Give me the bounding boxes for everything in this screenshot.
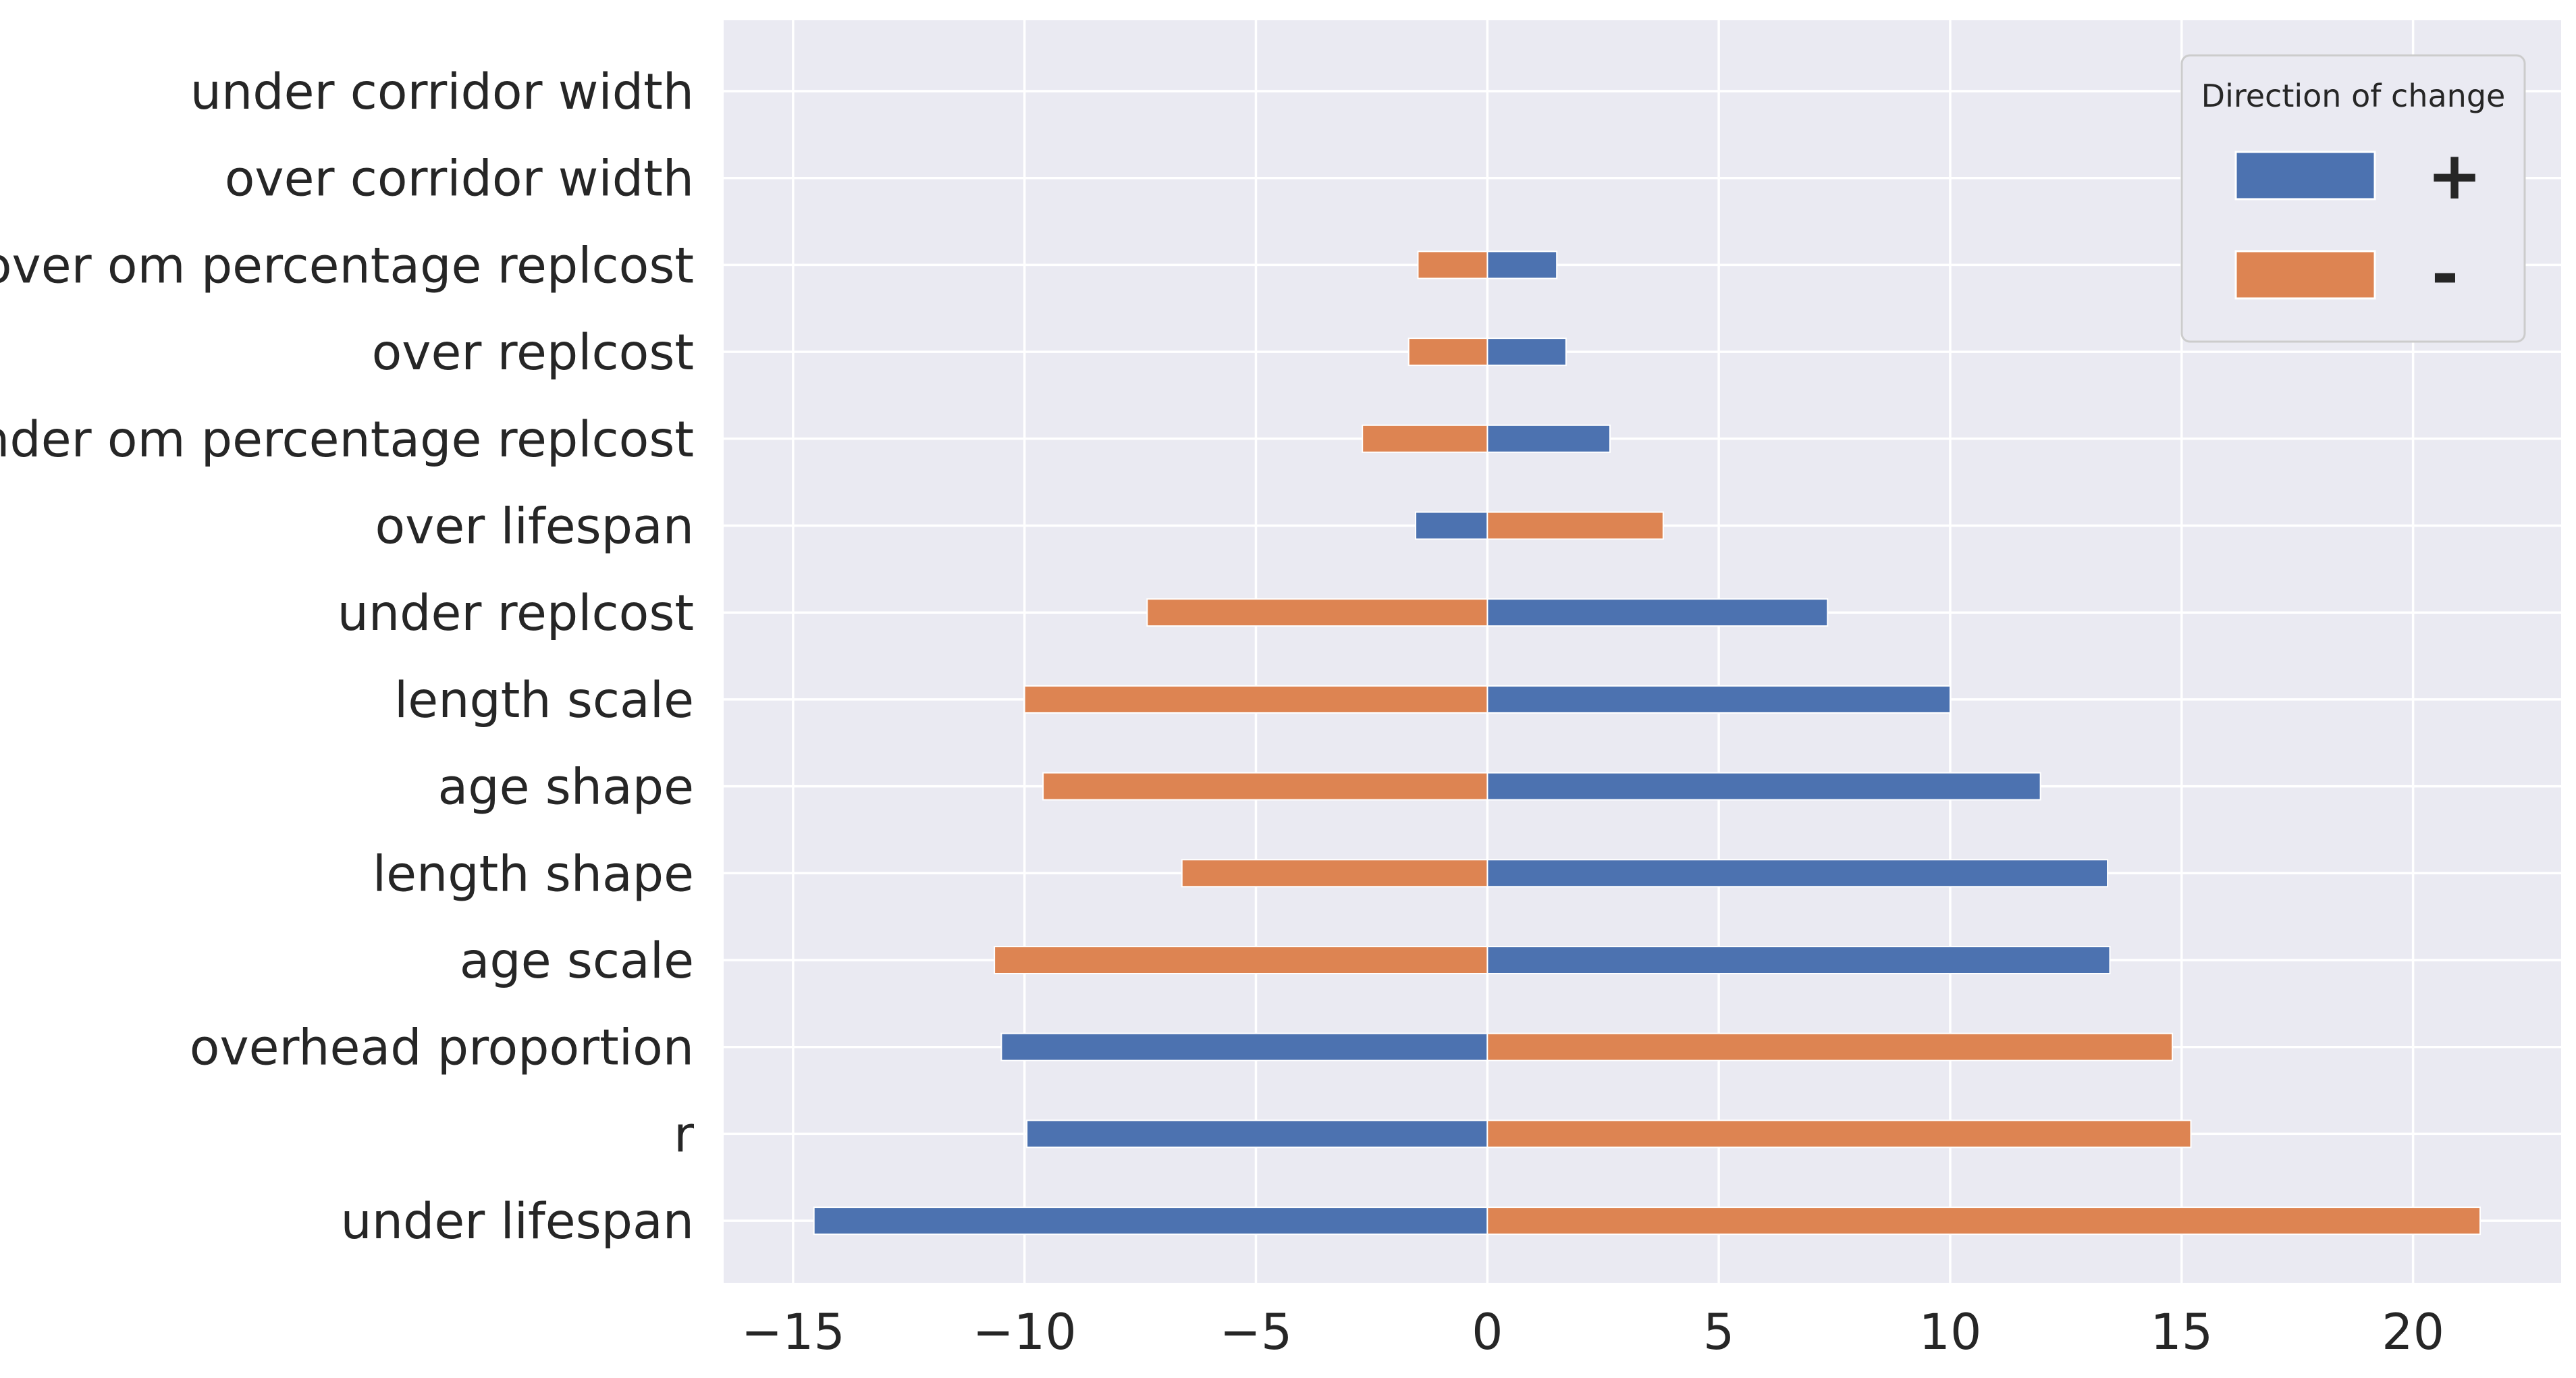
bar-minus (1486, 511, 1664, 540)
category-label: age scale (460, 932, 694, 990)
bar-minus (1362, 424, 1488, 453)
category-label: over corridor width (225, 151, 694, 208)
bar-plus (1000, 1032, 1488, 1061)
legend: Direction of change + - (2180, 54, 2526, 343)
category-label: age shape (438, 759, 694, 816)
category-label: under om percentage replcost (0, 411, 694, 469)
x-tick-labels: −15 −10 −5 0 5 10 15 20 (741, 1304, 2444, 1361)
category-label: over lifespan (375, 498, 694, 556)
category-label: over om percentage replcost (0, 237, 694, 294)
category-label: over replcost (372, 324, 694, 381)
category-label: length scale (394, 672, 694, 729)
legend-label-plus: + (2427, 138, 2482, 215)
legend-swatch-plus (2234, 151, 2376, 201)
bar-plus (1415, 511, 1488, 540)
category-labels: under corridor width over corridor width o… (0, 63, 695, 1250)
category-label: under lifespan (340, 1193, 694, 1250)
bar-minus (1486, 1032, 2174, 1061)
x-tick-label: 5 (1703, 1304, 1734, 1361)
bar-plus (1486, 250, 1558, 280)
bar-plus (1486, 946, 2111, 974)
bar-minus (1407, 338, 1488, 367)
bar-minus (1417, 250, 1488, 280)
legend-title: Direction of change (2201, 78, 2506, 114)
bar-minus (1181, 859, 1488, 888)
bar-plus (1486, 685, 1951, 714)
bar-plus (1486, 859, 2109, 888)
bar-plus (1486, 338, 1567, 367)
bar-plus (1026, 1119, 1488, 1148)
bar-minus (1486, 1119, 2192, 1148)
bar-plus (1486, 772, 2041, 801)
x-tick-label: −15 (741, 1304, 845, 1361)
x-tick-label: 20 (2382, 1304, 2444, 1361)
bar-plus (813, 1207, 1488, 1236)
bar-minus (1042, 772, 1488, 801)
legend-swatch-minus (2234, 250, 2376, 300)
category-label: r (674, 1106, 695, 1163)
x-tick-label: 10 (1919, 1304, 1982, 1361)
category-label: overhead proportion (190, 1019, 694, 1077)
category-label: length shape (373, 845, 694, 903)
bar-minus (1023, 685, 1488, 714)
bar-minus (1146, 598, 1488, 627)
x-tick-label: −5 (1220, 1304, 1293, 1361)
x-tick-label: −10 (973, 1304, 1077, 1361)
x-tick-label: 15 (2150, 1304, 2213, 1361)
x-tick-label: 0 (1472, 1304, 1503, 1361)
bar-plus (1486, 598, 1829, 627)
bar-plus (1486, 424, 1611, 453)
legend-label-minus: - (2432, 236, 2459, 313)
bars (813, 250, 2481, 1236)
category-label: under replcost (338, 585, 694, 642)
bar-minus (994, 946, 1488, 974)
category-label: under corridor width (190, 63, 694, 121)
bar-minus (1486, 1207, 2481, 1236)
